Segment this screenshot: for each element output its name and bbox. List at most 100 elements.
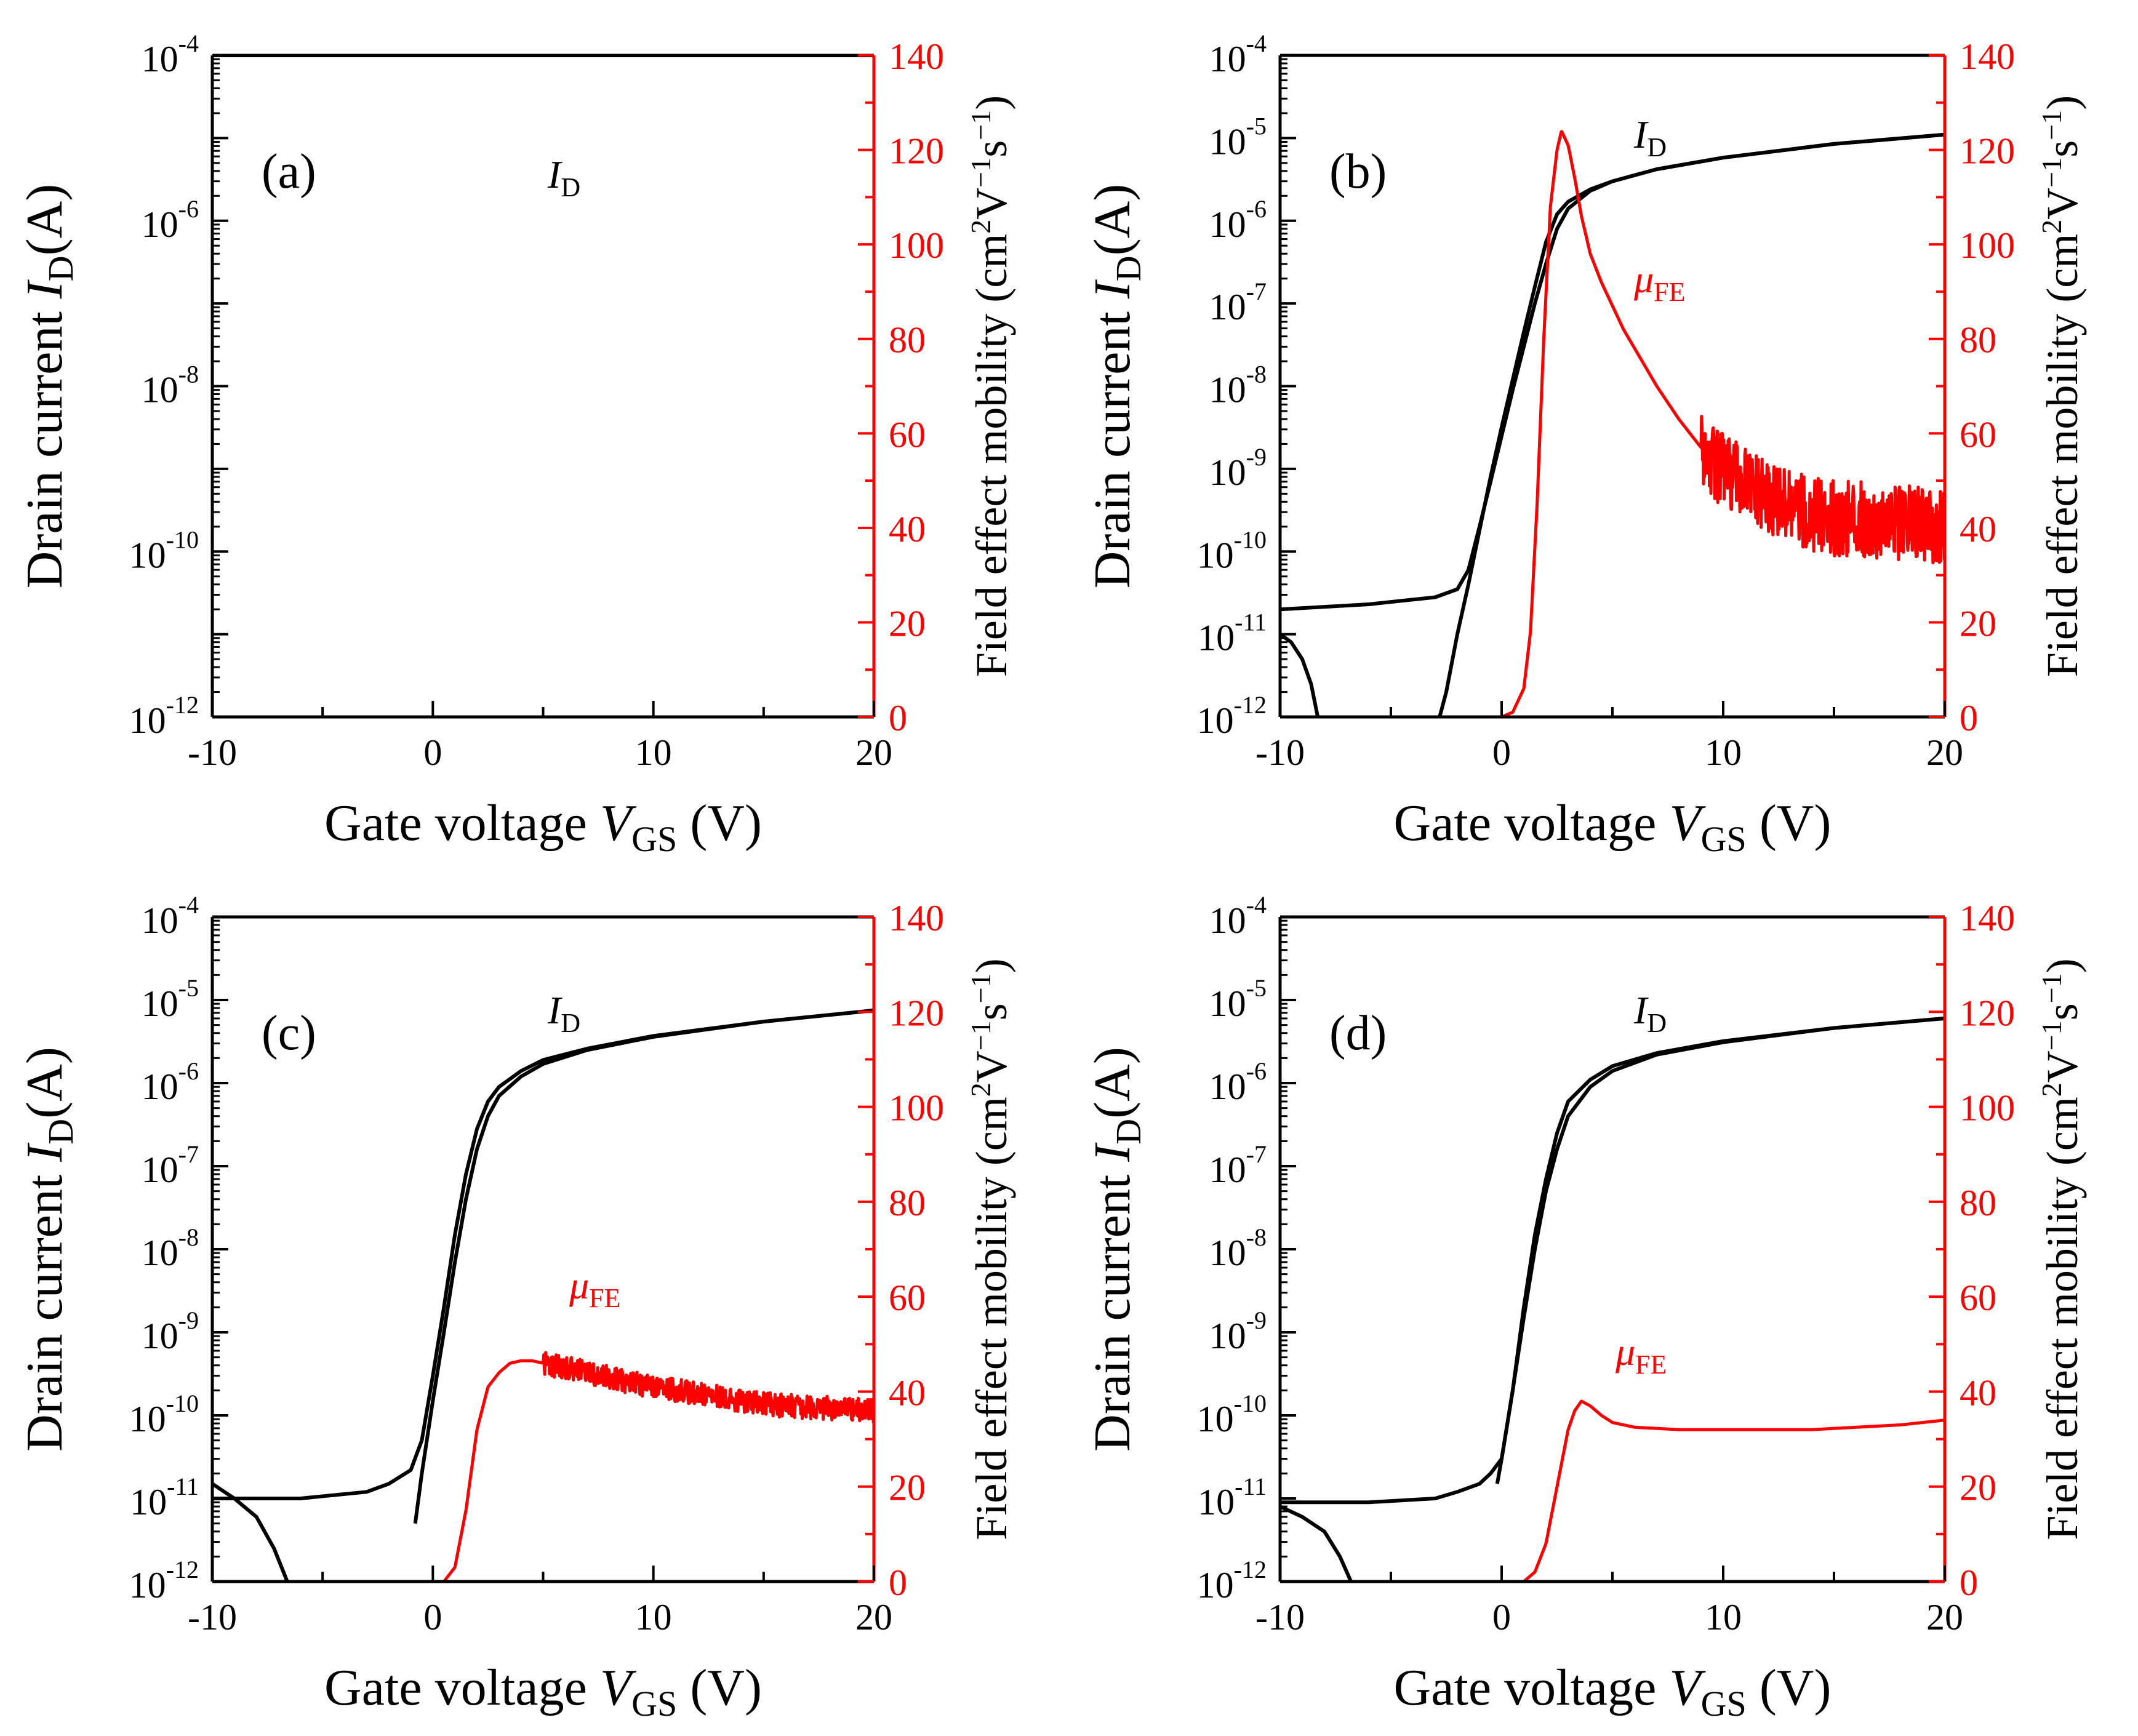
x-tick-label: 10 <box>1705 1597 1742 1638</box>
x-axis-title: Gate voltage VGS (V) <box>324 794 762 859</box>
y2-tick-label: 80 <box>889 1183 926 1223</box>
y-axis-title: Drain current ID(A) <box>16 1047 81 1452</box>
y-tick-label: 10-10 <box>129 1390 199 1439</box>
y2-tick-label: 140 <box>889 898 944 938</box>
y-tick-label: 10-8 <box>142 361 199 410</box>
y-tick-label: 10-8 <box>1209 361 1267 410</box>
panel-label: (d) <box>1329 1006 1387 1060</box>
y2-tick-label: 120 <box>889 131 944 172</box>
y2-tick-label: 80 <box>1960 320 1996 361</box>
y2-tick-label: 20 <box>889 603 926 644</box>
id-curve-label: ID <box>547 153 580 202</box>
y2-axis-title: Field effect mobility (cm2V−1s−1) <box>965 95 1016 677</box>
y-axis-title: Drain current ID(A) <box>1084 1047 1148 1452</box>
y2-tick-label: 0 <box>1960 1562 1978 1603</box>
y-tick-label: 10-11 <box>130 1473 199 1522</box>
y-tick-label: 10-8 <box>142 1223 199 1273</box>
y-axis-title: Drain current ID(A) <box>16 184 81 589</box>
y2-tick-label: 0 <box>889 698 907 738</box>
y-tick-label: 10-6 <box>142 1057 199 1107</box>
y-tick-label: 10-9 <box>1209 1306 1267 1356</box>
series-mu <box>1500 130 1945 717</box>
y-tick-label: 10-7 <box>1209 278 1267 327</box>
y2-tick-label: 20 <box>1960 603 1996 644</box>
y-tick-label: 10-11 <box>1198 1473 1267 1522</box>
y2-tick-label: 120 <box>889 993 944 1033</box>
y-tick-label: 10-12 <box>129 691 199 741</box>
x-tick-label: -10 <box>1255 732 1305 773</box>
y-tick-label: 10-6 <box>142 195 199 245</box>
y-tick-label: 10-4 <box>142 891 199 941</box>
x-tick-label: 10 <box>635 1597 672 1638</box>
y2-tick-label: 60 <box>889 1278 926 1318</box>
x-tick-label: 0 <box>1492 732 1511 773</box>
series-id_forward <box>212 1008 874 1500</box>
y2-tick-label: 140 <box>1960 36 2015 77</box>
mu-curve-label: μFE <box>569 1263 620 1313</box>
x-tick-label: 20 <box>855 1597 892 1638</box>
y-tick-label: 10-4 <box>1209 30 1267 79</box>
mu-curve-label: μFE <box>1615 1330 1667 1380</box>
y2-axis-title: Field effect mobility (cm2V−1s−1) <box>965 958 1016 1540</box>
series-mu <box>1523 1399 1945 1582</box>
series-id_reverse <box>413 1008 874 1524</box>
y-tick-label: 10-4 <box>1209 891 1267 941</box>
curves <box>1280 1016 1945 1582</box>
y2-tick-label: 60 <box>1960 1278 1996 1318</box>
y-tick-label: 10-5 <box>1209 112 1267 162</box>
y2-tick-label: 140 <box>889 36 944 77</box>
y-tick-label: 10-5 <box>142 974 199 1024</box>
y2-tick-label: 80 <box>1960 1183 1996 1223</box>
y-tick-label: 10-12 <box>1197 1556 1267 1606</box>
panel-label: (c) <box>262 1006 316 1060</box>
y2-tick-label: 20 <box>889 1468 926 1508</box>
id-curve-label: ID <box>1633 113 1667 162</box>
x-axis-title: Gate voltage VGS (V) <box>1394 1659 1832 1724</box>
x-tick-label: -10 <box>188 732 237 773</box>
x-tick-label: 0 <box>423 1597 442 1638</box>
y2-axis-title: Field effect mobility (cm2V−1s−1) <box>2036 95 2087 677</box>
panel-label: (b) <box>1329 145 1387 199</box>
series-id_leak <box>212 1482 289 1582</box>
y2-tick-label: 60 <box>889 414 926 455</box>
y2-tick-label: 40 <box>1960 1372 1996 1413</box>
x-tick-label: 20 <box>1926 1597 1963 1638</box>
y2-tick-label: 0 <box>1960 698 1978 738</box>
y-tick-label: 10-5 <box>1209 974 1267 1024</box>
y2-axis-title: Field effect mobility (cm2V−1s−1) <box>2036 958 2087 1540</box>
id-curve-label: ID <box>547 988 580 1038</box>
y2-tick-label: 140 <box>1960 898 2015 938</box>
curves <box>212 55 874 57</box>
y-tick-label: 10-9 <box>142 1306 199 1356</box>
y-tick-label: 10-10 <box>129 526 199 575</box>
y-tick-label: 10-6 <box>1209 195 1267 245</box>
x-tick-label: 0 <box>423 732 442 773</box>
series-id_leak <box>1280 1505 1353 1582</box>
curves <box>212 1008 874 1582</box>
x-tick-label: 20 <box>1926 732 1963 773</box>
y-tick-label: 10-10 <box>1197 1390 1267 1439</box>
panel-b: -10 0 10 20 10-4 10-5 10-6 10-7 10-8 10-9 10-10 10-… <box>1084 30 2087 859</box>
y2-tick-label: 0 <box>889 1562 907 1603</box>
y-tick-label: 10-8 <box>1209 1223 1267 1273</box>
y2-tick-label: 100 <box>889 1088 944 1129</box>
y2-tick-label: 20 <box>1960 1468 1996 1508</box>
y2-tick-label: 80 <box>889 320 926 361</box>
y-axis-title: Drain current ID(A) <box>1084 184 1148 589</box>
y-tick-label: 10-11 <box>1198 609 1267 658</box>
y-tick-label: 10-9 <box>1209 443 1267 493</box>
x-tick-label: -10 <box>1255 1597 1305 1638</box>
y-tick-label: 10-12 <box>129 1556 199 1606</box>
x-tick-label: 10 <box>635 732 672 773</box>
y2-tick-label: 40 <box>889 509 926 550</box>
y2-tick-label: 120 <box>1960 131 2015 172</box>
y2-tick-label: 40 <box>889 1372 926 1413</box>
y2-tick-label: 60 <box>1960 414 1996 455</box>
y2-tick-label: 120 <box>1960 993 2015 1033</box>
x-tick-label: 10 <box>1705 732 1742 773</box>
y2-tick-label: 100 <box>889 225 944 266</box>
panel-c: -10 0 10 20 10-4 10-5 10-6 10-7 10-8 10-9 10-10 10-… <box>16 891 1016 1724</box>
x-axis-title: Gate voltage VGS (V) <box>1394 794 1832 859</box>
